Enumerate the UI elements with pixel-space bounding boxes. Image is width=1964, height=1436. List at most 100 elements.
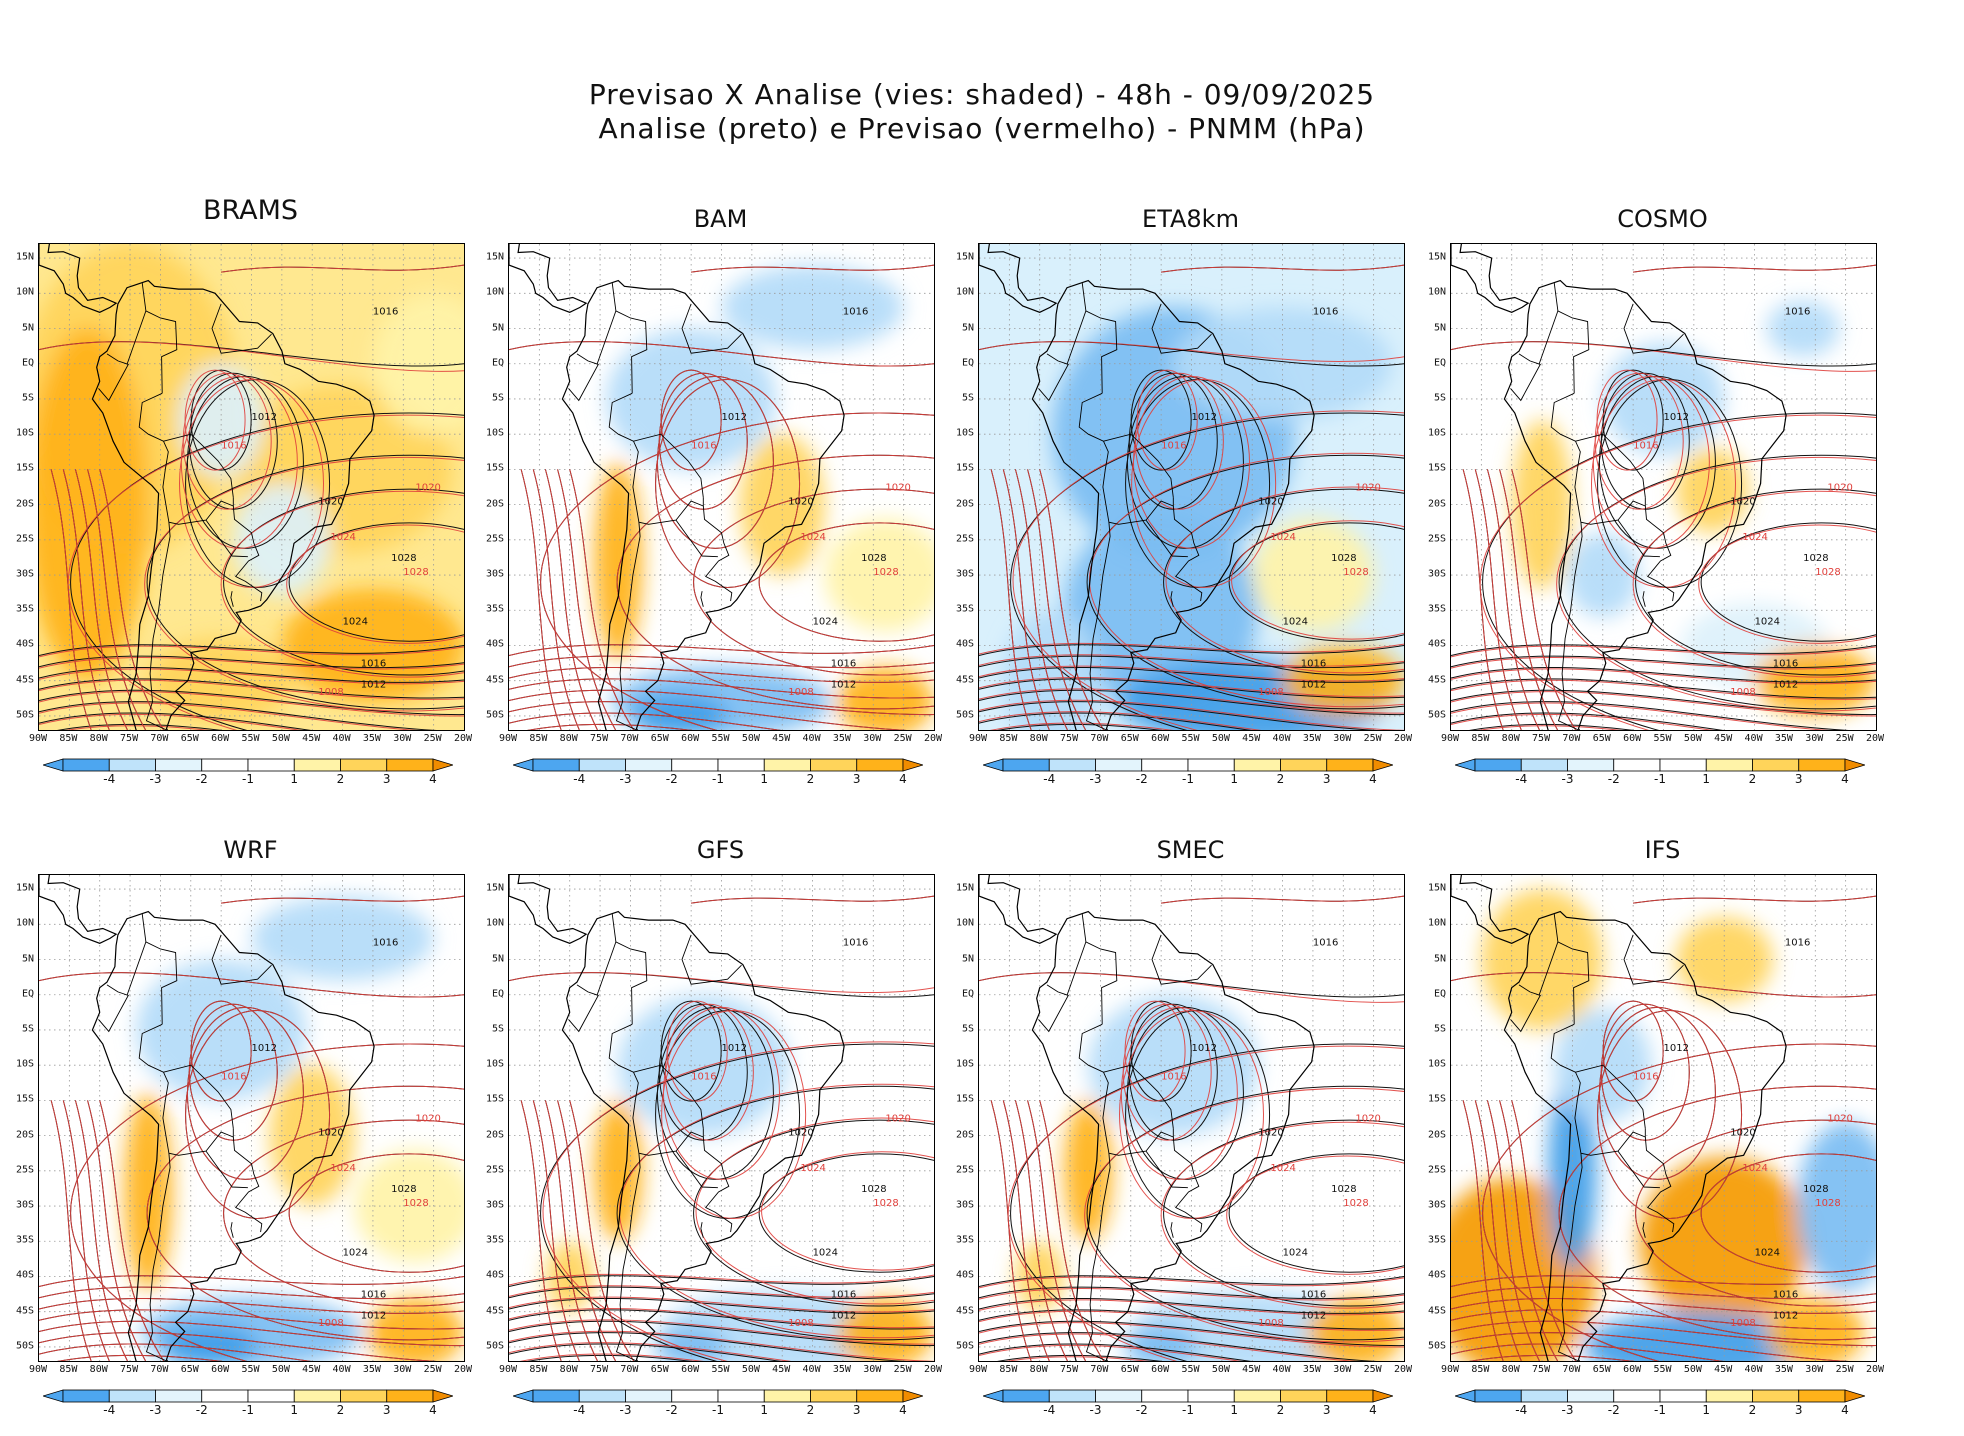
longitude-axis: 90W 85W 80W 75W 70W 65W 60W 55W 50W 45W 40W 35W 30W 2… (29, 1364, 472, 1378)
lon-tick-label: 50W (271, 733, 290, 744)
lat-tick-label: 10S (955, 427, 974, 439)
forecast-isobars (979, 895, 1404, 1361)
lat-tick-label: 30S (15, 568, 34, 580)
colorbar-ticks: -4 -3 -2 -1 1 2 3 4 (43, 1403, 453, 1419)
lat-tick-label: EQ (21, 988, 34, 1000)
colorbar-extend-low (511, 1389, 534, 1403)
contour-label: 1020 (885, 483, 910, 494)
colorbar-extend-high (902, 1389, 925, 1403)
map-svg: 1012 1020 1024 1028 1016 1012 1016 1028 1024 1016… (509, 875, 934, 1361)
colorbar (981, 757, 1395, 776)
colorbar-segment (717, 758, 765, 772)
forecast-isobars (979, 264, 1404, 730)
colorbar-segment (810, 758, 858, 772)
colorbar-segment (1798, 1389, 1846, 1403)
lon-tick-label: 45W (772, 733, 791, 744)
colorbar-extend-low (41, 758, 64, 772)
forecast-isobars (509, 264, 934, 730)
contour-label: 1024 (1270, 532, 1295, 543)
lat-tick-label: 50S (485, 1340, 504, 1352)
contour-labels: 1012 1020 1024 1028 1016 1012 1016 1028 1024 1016… (1633, 937, 1853, 1328)
colorbar-extend-high (1372, 758, 1395, 772)
lat-tick-label: 45S (955, 1305, 974, 1317)
contour-label: 1016 (691, 1071, 716, 1082)
contour-label: 1016 (691, 440, 716, 451)
colorbar-segment (340, 758, 388, 772)
contour-label: 1016 (1773, 659, 1798, 670)
latitude-axis: 15N 10N 5N EQ 5S 10S 15S 20S 25S 30S 35S 40S 45S 50S (474, 874, 504, 1360)
lat-tick-label: EQ (21, 357, 34, 369)
contour-label: 1020 (1827, 1114, 1852, 1125)
lon-tick-label: 35W (1302, 1364, 1321, 1375)
lat-tick-label: 50S (1427, 1340, 1446, 1352)
colorbar-segment (1474, 758, 1522, 772)
colorbar-segment (532, 1389, 580, 1403)
contour-label: 1024 (1742, 532, 1767, 543)
contour-label: 1024 (1270, 1163, 1295, 1174)
colorbar-tick-label: 2 (336, 772, 345, 786)
colorbar-tick-label: -2 (195, 1403, 208, 1417)
lon-tick-label: 30W (393, 733, 412, 744)
map-svg: 1012 1020 1024 1028 1016 1012 1016 1028 1024 1016… (509, 244, 934, 730)
contour-label: 1028 (873, 567, 898, 578)
lon-tick-label: 65W (1120, 733, 1139, 744)
lon-tick-label: 55W (1653, 733, 1672, 744)
contour-label: 1016 (1633, 440, 1658, 451)
lat-tick-label: 25S (955, 1164, 974, 1176)
lon-tick-label: 35W (362, 733, 381, 744)
lon-tick-label: 30W (1805, 733, 1824, 744)
contour-label: 1016 (1161, 440, 1186, 451)
lon-tick-label: 50W (1683, 733, 1702, 744)
contour-label: 1024 (343, 1247, 368, 1258)
contour-label: 1012 (361, 1311, 386, 1322)
lat-tick-label: 15N (15, 882, 34, 894)
forecast-isobars (1451, 895, 1876, 1361)
lat-tick-label: 10N (1427, 286, 1446, 298)
colorbar-extend-low (1453, 758, 1476, 772)
colorbar-tick-label: -4 (103, 772, 116, 786)
contour-label: 1020 (318, 497, 343, 508)
lon-tick-label: 55W (241, 1364, 260, 1375)
lat-tick-label: 45S (1427, 1305, 1446, 1317)
colorbar-tick-label: 1 (290, 772, 299, 786)
contour-label: 1024 (330, 532, 355, 543)
lat-tick-label: 25S (1427, 1164, 1446, 1176)
lat-tick-label: 30S (485, 568, 504, 580)
figure-subtitle: Analise (preto) e Previsao (vermelho) - … (598, 112, 1366, 145)
contour-label: 1020 (415, 483, 440, 494)
colorbar-segment (1002, 758, 1050, 772)
lat-tick-label: 15S (485, 462, 504, 474)
colorbar-tick-label: 1 (1702, 1403, 1711, 1417)
lon-tick-label: 90W (28, 1364, 48, 1375)
lat-tick-label: 5N (491, 953, 504, 965)
lat-tick-label: 25S (1427, 533, 1446, 545)
contour-label: 1024 (1283, 1247, 1308, 1258)
lon-tick-label: 85W (59, 733, 78, 744)
contour-label: 1028 (403, 1198, 428, 1209)
lon-tick-label: 40W (802, 733, 821, 744)
lat-tick-label: 5S (21, 1023, 34, 1035)
contour-label: 1024 (800, 1163, 825, 1174)
lon-tick-label: 85W (529, 733, 548, 744)
colorbar-segment (1567, 1389, 1615, 1403)
colorbar-segment (763, 1389, 811, 1403)
colorbar-tick-label: 3 (1322, 1403, 1331, 1417)
lat-tick-label: 50S (15, 709, 34, 721)
analysis-isobars (1451, 264, 1876, 730)
lat-tick-label: 10S (485, 1058, 504, 1070)
lon-tick-label: 75W (1532, 733, 1551, 744)
lon-tick-label: 55W (1181, 1364, 1200, 1375)
lon-tick-label: 60W (1623, 1364, 1642, 1375)
contour-label: 1028 (1343, 567, 1368, 578)
lat-tick-label: 40S (1427, 638, 1446, 650)
lon-tick-label: 50W (1683, 1364, 1702, 1375)
colorbar-tick-label: -2 (1135, 1403, 1148, 1417)
colorbar-segment (1095, 758, 1143, 772)
lat-tick-label: 5N (21, 322, 34, 334)
lat-tick-label: 45S (955, 674, 974, 686)
colorbar (41, 757, 455, 776)
lat-tick-label: 35S (1427, 1234, 1446, 1246)
lon-tick-label: 45W (1714, 733, 1733, 744)
lat-tick-label: 5S (491, 1023, 504, 1035)
colorbar-segment (62, 1389, 110, 1403)
